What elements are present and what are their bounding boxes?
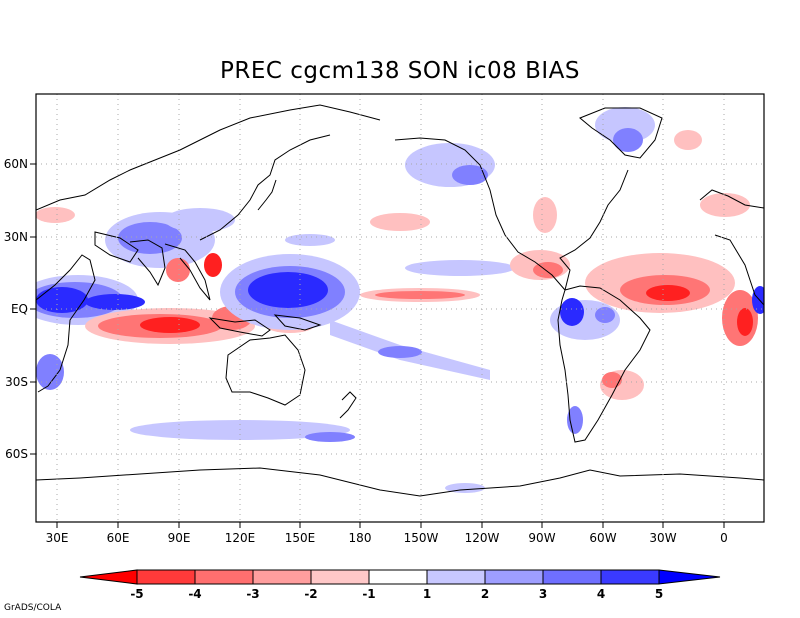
colorbar-segment xyxy=(252,569,312,585)
lon-label: 0 xyxy=(720,531,728,545)
antarctica-coast xyxy=(36,467,764,497)
colorbar-labels: -5 -4 -3 -2 -1 1 2 3 4 5 xyxy=(130,587,663,601)
colorbar-label: -1 xyxy=(362,587,375,601)
lon-label: 60W xyxy=(589,531,616,545)
bias-region-dry xyxy=(602,372,622,388)
lat-label: 60N xyxy=(4,157,28,171)
bias-region-dry xyxy=(370,213,430,231)
lat-label: 60S xyxy=(5,447,28,461)
lon-label: 180 xyxy=(349,531,372,545)
bias-region-wet xyxy=(613,128,643,152)
lat-label: EQ xyxy=(11,302,28,316)
colorbar-label: 2 xyxy=(481,587,489,601)
lat-label: 30N xyxy=(4,230,28,244)
eurasia-north-coast xyxy=(36,104,381,211)
japan-coast xyxy=(257,179,277,211)
north-america-east-coast xyxy=(559,169,629,291)
lon-label: 150E xyxy=(285,531,316,545)
bias-region-wet xyxy=(118,222,182,254)
bias-region-wet xyxy=(452,165,488,185)
colorbar-label: 1 xyxy=(423,587,431,601)
bias-region-wet xyxy=(305,432,355,442)
lon-label: 30E xyxy=(46,531,69,545)
lat-label: 30S xyxy=(5,375,28,389)
lon-label: 60E xyxy=(107,531,130,545)
colorbar-segment xyxy=(368,569,428,585)
bias-region-dry xyxy=(533,197,557,233)
colorbar-label: -2 xyxy=(304,587,317,601)
bias-region-wet xyxy=(595,307,615,323)
greenland-coast xyxy=(579,107,663,159)
colorbar-label: -3 xyxy=(246,587,259,601)
bias-region-wet xyxy=(752,286,764,314)
bias-region-wet xyxy=(248,272,328,308)
bias-region-dry xyxy=(166,258,190,282)
indonesia-coast xyxy=(208,317,271,337)
colorbar-segment xyxy=(426,569,486,585)
new-guinea-coast xyxy=(273,314,322,331)
colorbar-label: 5 xyxy=(655,587,663,601)
bias-region-wet xyxy=(378,346,422,358)
colorbar xyxy=(79,569,721,585)
lon-label: 90W xyxy=(528,531,555,545)
bias-region-dry xyxy=(737,308,753,336)
bias-field xyxy=(36,107,764,493)
colorbar-segment xyxy=(194,569,254,585)
bias-region-dry xyxy=(646,285,690,301)
colorbar-segment xyxy=(484,569,544,585)
lon-label: 120E xyxy=(225,531,256,545)
bias-region-dry xyxy=(700,193,750,217)
bias-region-dry xyxy=(140,317,200,333)
bias-region-wet xyxy=(165,208,235,232)
colorbar-segment xyxy=(136,569,196,585)
axis-ticks xyxy=(30,163,725,528)
arabia-coast xyxy=(94,231,139,263)
colorbar-label: -4 xyxy=(188,587,201,601)
colorbar-label: 3 xyxy=(539,587,547,601)
bias-region-wet xyxy=(36,354,64,390)
colorbar-segment xyxy=(310,569,370,585)
west-africa-coast xyxy=(714,234,764,306)
bias-region-dry xyxy=(204,253,222,277)
colorbar-arrow-left xyxy=(79,569,138,585)
colorbar-label: -5 xyxy=(130,587,143,601)
africa-coast xyxy=(36,254,96,393)
india-coast xyxy=(129,239,166,287)
lon-label: 150W xyxy=(404,531,439,545)
colorbar-label: 4 xyxy=(597,587,605,601)
credit-label: GrADS/COLA xyxy=(4,603,62,613)
lat-axis-labels: 60N 30N EQ 30S 60S xyxy=(4,157,28,461)
map-title: PREC cgcm138 SON ic08 BIAS xyxy=(220,58,580,84)
bias-region-dry xyxy=(36,207,75,223)
bias-region-wet xyxy=(285,234,335,246)
europe-coast xyxy=(699,189,764,209)
bias-region-dry xyxy=(674,130,702,150)
bias-region-wet xyxy=(36,287,88,313)
north-america-west-coast xyxy=(394,137,566,291)
bias-region-wet xyxy=(130,420,350,440)
south-america-coast xyxy=(557,285,651,443)
lon-label: 120W xyxy=(465,531,500,545)
bias-region-dry xyxy=(375,291,465,299)
colorbar-segment xyxy=(600,569,660,585)
australia-coast xyxy=(225,334,306,406)
lon-label: 30W xyxy=(649,531,676,545)
indochina-coast xyxy=(164,243,211,301)
lon-label: 90E xyxy=(168,531,191,545)
colorbar-arrow-right xyxy=(658,569,721,585)
bias-region-wet xyxy=(560,298,584,326)
new-zealand-coast xyxy=(339,391,357,419)
bias-region-wet xyxy=(405,260,515,276)
lon-axis-labels: 30E 60E 90E 120E 150E 180 150W 120W 90W … xyxy=(46,531,728,545)
bias-region-wet xyxy=(85,294,145,310)
map-frame xyxy=(35,93,765,523)
colorbar-segment xyxy=(542,569,602,585)
bias-region-wet xyxy=(567,406,583,434)
